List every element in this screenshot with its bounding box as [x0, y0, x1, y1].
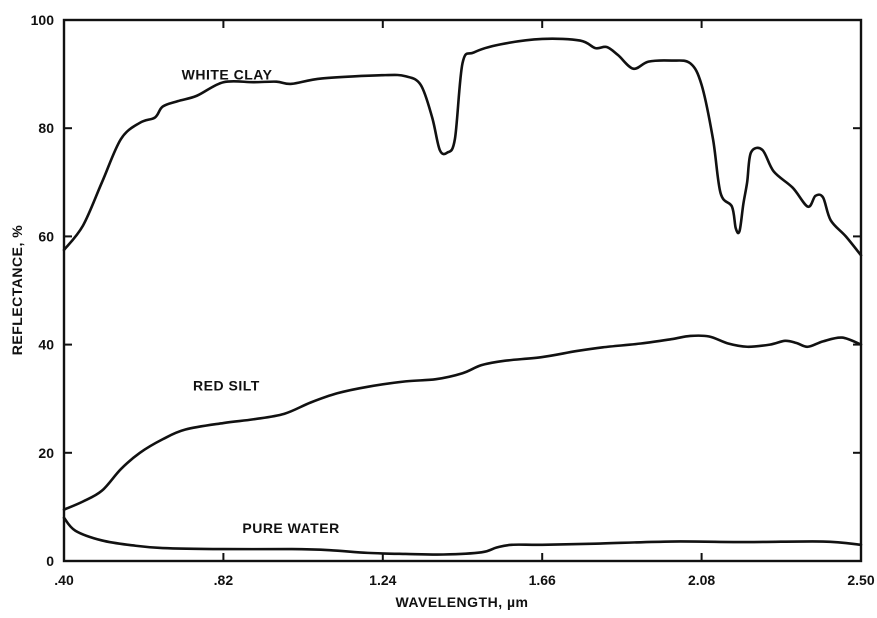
- plot-frame: [62, 18, 863, 563]
- series-line-pure-water: [62, 516, 863, 556]
- series-label-white-clay: WHITE CLAY: [182, 67, 273, 83]
- series-labels: WHITE CLAY RED SILT PURE WATER: [182, 67, 340, 536]
- x-tick-label: .82: [214, 572, 234, 588]
- x-tick-label: 1.66: [529, 572, 556, 588]
- y-tick-label: 40: [38, 337, 54, 353]
- series-line-white-clay: [62, 37, 863, 257]
- x-tick-label: .40: [54, 572, 74, 588]
- series-label-pure-water: PURE WATER: [242, 520, 339, 536]
- y-tick-label: 100: [31, 12, 55, 28]
- x-tick-label: 1.24: [369, 572, 396, 588]
- series-curves: [62, 37, 863, 556]
- x-tick-label: 2.50: [847, 572, 874, 588]
- y-tick-label: 80: [38, 120, 54, 136]
- y-tick-label: 20: [38, 445, 54, 461]
- y-tick-label: 0: [46, 553, 54, 569]
- y-tick-label: 60: [38, 228, 54, 244]
- x-tick-label: 2.08: [688, 572, 715, 588]
- series-label-red-silt: RED SILT: [193, 378, 260, 394]
- x-axis-title: WAVELENGTH, µm: [395, 594, 528, 610]
- y-axis-title: REFLECTANCE, %: [9, 225, 25, 355]
- series-line-red-silt: [62, 334, 863, 511]
- axis-ticks: .40 .82 1.24 1.66 2.08 2.50 0 20 40 60 80 100: [31, 12, 875, 588]
